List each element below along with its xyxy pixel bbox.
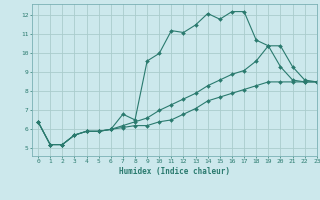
X-axis label: Humidex (Indice chaleur): Humidex (Indice chaleur) [119,167,230,176]
